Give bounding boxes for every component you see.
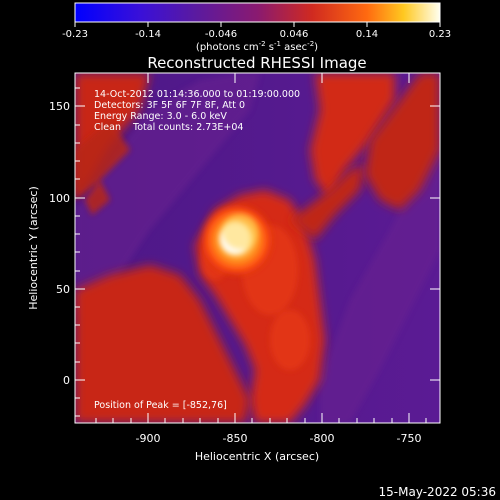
y-tick-label: 50	[56, 283, 70, 296]
colorbar-frame	[74, 2, 441, 23]
footer-timestamp: 15-May-2022 05:36	[379, 485, 496, 499]
annotation-detectors: Detectors: 3F 5F 6F 7F 8F, Att 0	[94, 100, 245, 111]
colorbar-tick-label: -0.23	[62, 29, 88, 40]
colorbar-units: (photons cm-2 s-1 asec-2)	[196, 40, 318, 53]
x-tick-label: -800	[310, 432, 335, 445]
plot-frame	[74, 72, 441, 424]
y-tick-label: 0	[63, 374, 70, 387]
y-axis-ticks	[75, 105, 440, 381]
colorbar-tick-label: 0.14	[356, 29, 378, 40]
annotation-peak-position: Position of Peak = [-852,76]	[94, 400, 227, 411]
x-tick-label: -750	[397, 432, 422, 445]
colorbar-gradient	[75, 3, 440, 22]
heatmap-image	[75, 73, 440, 423]
colorbar-tick-label: -0.046	[205, 29, 237, 40]
colorbar-tick-label: 0.046	[280, 29, 309, 40]
x-axis-ticks	[147, 73, 410, 423]
colorbar-tick-label: 0.23	[429, 29, 451, 40]
y-axis-minor-ticks	[75, 87, 80, 417]
annotation-clean-counts: Clean Total counts: 2.73E+04	[94, 122, 243, 133]
annotation-energy: Energy Range: 3.0 - 6.0 keV	[94, 111, 227, 122]
y-axis-label: Heliocentric Y (arcsec)	[27, 186, 40, 310]
x-tick-label: -850	[223, 432, 248, 445]
y-tick-label: 150	[49, 100, 70, 113]
colorbar-tick-label: -0.14	[135, 29, 161, 40]
plot-title: Reconstructed RHESSI Image	[147, 54, 366, 72]
x-axis-minor-ticks	[95, 418, 427, 423]
colorbar-ticks	[74, 22, 441, 27]
annotation-time-range: 14-Oct-2012 01:14:36.000 to 01:19:00.000	[94, 89, 300, 100]
x-tick-label: -900	[136, 432, 161, 445]
x-axis-label: Heliocentric X (arcsec)	[195, 450, 319, 463]
y-tick-label: 100	[49, 192, 70, 205]
